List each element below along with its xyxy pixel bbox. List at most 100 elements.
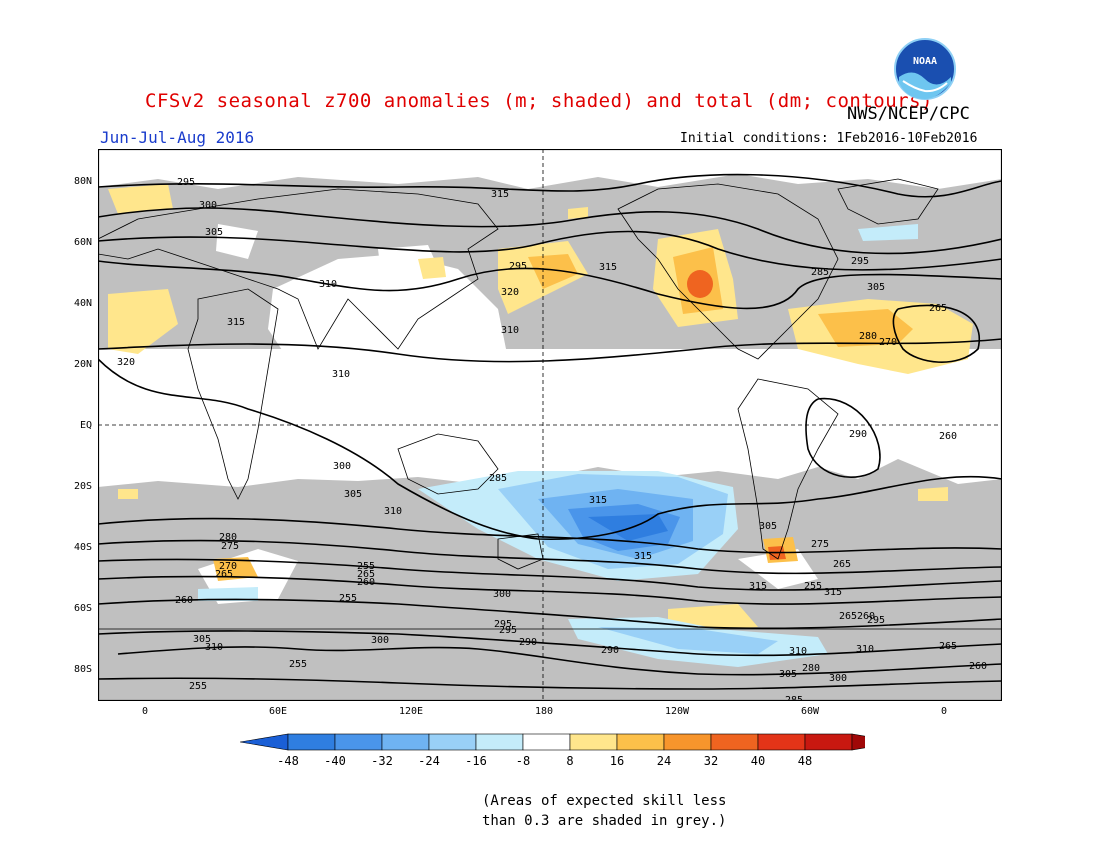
contour-label: 295 (499, 625, 517, 636)
contour-label: 305 (205, 227, 223, 238)
contour-label: 265 (215, 569, 233, 580)
lat-label: 80S (74, 664, 93, 675)
lat-label: 20N (74, 359, 93, 370)
colorbar: -48 -40 -32 -24 -16 -8 8 16 24 32 40 48 (240, 733, 865, 768)
colorbar-swatch (804, 733, 853, 751)
contour-label: 265 (839, 611, 857, 622)
colorbar-swatch (663, 733, 712, 751)
lon-label: 120W (665, 706, 690, 717)
contour-label: 290 (519, 637, 537, 648)
agency-label: NWS/NCEP/CPC (847, 104, 970, 124)
contour-label: 260 (357, 577, 375, 588)
contour-label: 255 (289, 659, 307, 670)
colorbar-swatch (240, 733, 289, 751)
forecast-period: Jun-Jul-Aug 2016 (100, 128, 255, 147)
contour-label: 265 (939, 641, 957, 652)
contour-label: 270 (879, 337, 897, 348)
colorbar-label: 48 (798, 754, 812, 768)
lon-label: 0 (142, 706, 149, 717)
lat-label: 20S (74, 481, 93, 492)
colorbar-swatch (428, 733, 477, 751)
contour-label: 280 (802, 663, 820, 674)
colorbar-swatch (757, 733, 806, 751)
contour-label: 310 (384, 506, 402, 517)
footnote-line-2: than 0.3 are shaded in grey.) (482, 813, 727, 829)
colorbar-swatch (851, 733, 865, 751)
lon-label: 0 (941, 706, 948, 717)
coastlines (98, 178, 1002, 630)
contour-label: 290 (601, 645, 619, 656)
contour-label: 310 (205, 642, 223, 653)
contour-label: 280 (859, 331, 877, 342)
contour-label: 310 (789, 646, 807, 657)
contour-label: 260 (857, 611, 875, 622)
colorbar-swatch (710, 733, 759, 751)
height-contours (98, 173, 1002, 690)
contour-label: 265 (929, 303, 947, 314)
lat-label: 40N (74, 298, 93, 309)
contour-labels: 2953003053103153203103152953003053103153… (117, 177, 987, 701)
contour-label: 295 (851, 256, 869, 267)
lat-label: EQ (80, 420, 93, 431)
contour-label: 270 (219, 561, 237, 572)
contour-label: 275 (221, 541, 239, 552)
contour-label: 265 (833, 559, 851, 570)
contour-label: 310 (856, 644, 874, 655)
colorbar-label: -32 (371, 754, 393, 768)
contour-label: 275 (811, 539, 829, 550)
contour-label: 295 (494, 619, 512, 630)
contour-label: 265 (357, 569, 375, 580)
map-frame (98, 149, 1002, 701)
colorbar-swatch (287, 733, 336, 751)
colorbar-label: -16 (465, 754, 487, 768)
contour-label: 305 (344, 489, 362, 500)
contour-label: 295 (177, 177, 195, 188)
contour-label: 255 (357, 561, 375, 572)
contour-label: 285 (489, 473, 507, 484)
lat-label: 60N (74, 237, 93, 248)
colorbar-swatch (616, 733, 665, 751)
colorbar-swatch (334, 733, 383, 751)
contour-label: 320 (117, 357, 135, 368)
colorbar-swatch (475, 733, 524, 751)
contour-label: 260 (969, 661, 987, 672)
anomaly-map: 2953003053103153203103152953003053103153… (98, 149, 1002, 701)
contour-label: 260 (939, 431, 957, 442)
lon-label: 60W (801, 706, 820, 717)
contour-label: 255 (339, 593, 357, 604)
contour-label: 255 (804, 581, 822, 592)
contour-label: 305 (867, 282, 885, 293)
initial-conditions: Initial conditions: 1Feb2016-10Feb2016 (680, 131, 978, 146)
contour-label: 285 (785, 695, 803, 701)
contour-label: 300 (493, 589, 511, 600)
contour-label: 315 (749, 581, 767, 592)
lat-label: 40S (74, 542, 93, 553)
contour-label: 315 (599, 262, 617, 273)
contour-label: 315 (491, 189, 509, 200)
contour-label: 305 (193, 634, 211, 645)
lon-label: 120E (399, 706, 424, 717)
colorbar-label: 24 (657, 754, 671, 768)
colorbar-swatch (522, 733, 571, 751)
contour-label: 260 (175, 595, 193, 606)
contour-label: 315 (227, 317, 245, 328)
contour-label: 290 (849, 429, 867, 440)
contour-label: 300 (199, 200, 217, 211)
contour-label: 300 (333, 461, 351, 472)
colorbar-label: 40 (751, 754, 765, 768)
contour-label: 295 (509, 261, 527, 272)
contour-label: 300 (829, 673, 847, 684)
contour-label: 320 (501, 287, 519, 298)
contour-label: 280 (219, 532, 237, 543)
contour-label: 305 (779, 669, 797, 680)
colorbar-label: -40 (324, 754, 346, 768)
contour-label: 310 (501, 325, 519, 336)
noaa-logo: NOAA (894, 38, 956, 100)
lon-label: 180 (535, 706, 554, 717)
contour-label: 315 (589, 495, 607, 506)
lat-label: 60S (74, 603, 93, 614)
colorbar-swatch (569, 733, 618, 751)
contour-label: 305 (759, 521, 777, 532)
negative-anomalies (198, 224, 918, 667)
contour-label: 300 (371, 635, 389, 646)
